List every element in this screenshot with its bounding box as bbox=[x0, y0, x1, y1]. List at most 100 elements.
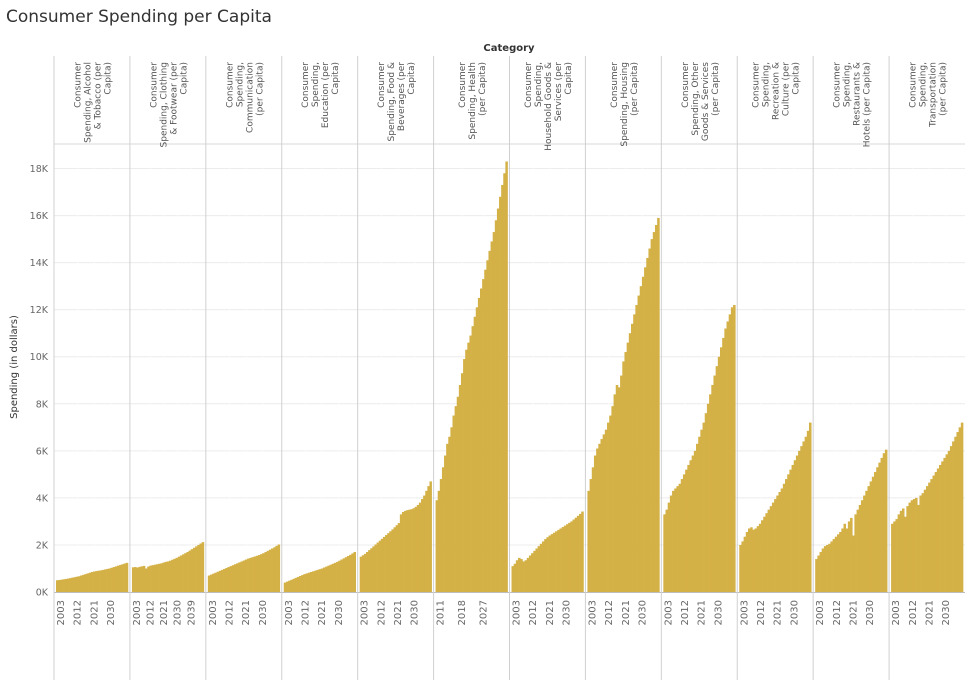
x-tick-label: 2011 bbox=[436, 600, 447, 625]
bar bbox=[834, 536, 838, 592]
x-tick-label: 2012 bbox=[73, 600, 84, 625]
bar bbox=[847, 521, 851, 592]
bar bbox=[184, 553, 187, 592]
bar bbox=[576, 515, 580, 592]
bar bbox=[406, 510, 409, 592]
bar bbox=[568, 522, 571, 592]
bar bbox=[201, 542, 205, 592]
panel-header-line: (per Capita) bbox=[711, 62, 721, 116]
bar bbox=[119, 564, 122, 592]
bar bbox=[930, 479, 933, 592]
bar bbox=[73, 577, 76, 592]
bar bbox=[520, 559, 523, 592]
panel-header-line: Spending, bbox=[843, 62, 853, 107]
bar bbox=[244, 559, 248, 592]
panel-header-line: Capita) bbox=[407, 62, 417, 95]
bar bbox=[546, 537, 549, 592]
bar bbox=[782, 483, 786, 592]
bar bbox=[798, 450, 801, 592]
bar bbox=[249, 557, 252, 592]
bar bbox=[277, 544, 281, 592]
bar bbox=[633, 314, 636, 592]
bar bbox=[131, 567, 135, 592]
x-tick-label: 2012 bbox=[225, 600, 236, 625]
x-tick-label: 2030 bbox=[562, 600, 573, 625]
bar bbox=[947, 450, 951, 592]
bar bbox=[158, 563, 161, 592]
bar bbox=[125, 562, 129, 592]
bar bbox=[75, 576, 79, 592]
bar bbox=[151, 565, 155, 592]
bar bbox=[473, 316, 477, 592]
bar bbox=[843, 523, 847, 592]
bar bbox=[414, 506, 418, 592]
bar bbox=[717, 356, 721, 592]
bar bbox=[225, 568, 228, 592]
bar bbox=[921, 493, 925, 592]
bar bbox=[372, 546, 375, 592]
panel-header-line: Spending, Health bbox=[468, 62, 478, 140]
bar bbox=[841, 528, 844, 592]
bar bbox=[387, 533, 390, 592]
bar bbox=[441, 467, 445, 592]
bar bbox=[917, 504, 920, 592]
bar bbox=[863, 495, 866, 592]
panel-header: Consumer Spending, Alcohol & Tobacco (per C… bbox=[73, 62, 113, 143]
bar bbox=[399, 514, 403, 592]
y-tick-label: 2K bbox=[36, 540, 49, 551]
bar bbox=[711, 384, 714, 592]
bar bbox=[429, 481, 432, 592]
bar bbox=[954, 436, 957, 592]
bar bbox=[591, 467, 595, 592]
x-tick-label: 2012 bbox=[680, 600, 691, 625]
bar bbox=[385, 535, 388, 592]
bar bbox=[830, 541, 833, 592]
bar bbox=[486, 260, 489, 592]
bar bbox=[739, 544, 742, 592]
bar bbox=[745, 532, 749, 592]
bar bbox=[285, 581, 289, 592]
bar bbox=[832, 539, 836, 592]
x-tick-label: 2021 bbox=[924, 600, 935, 625]
x-tick-label: 2039 bbox=[186, 600, 197, 625]
bar bbox=[421, 499, 424, 592]
bar bbox=[255, 555, 259, 592]
bar bbox=[494, 220, 498, 592]
bar bbox=[242, 560, 246, 592]
bar bbox=[624, 352, 627, 592]
x-tick-label: 2018 bbox=[457, 600, 468, 625]
bar bbox=[756, 526, 760, 592]
bar bbox=[448, 436, 451, 592]
bar bbox=[223, 568, 226, 592]
bar bbox=[565, 524, 569, 592]
bar bbox=[290, 579, 293, 592]
bar bbox=[676, 486, 679, 592]
bar bbox=[229, 566, 233, 592]
bar bbox=[685, 469, 688, 592]
bar bbox=[186, 552, 189, 592]
bar bbox=[216, 571, 220, 592]
bar bbox=[58, 580, 61, 592]
bar bbox=[333, 562, 337, 592]
y-axis-title: Spending (in dollars) bbox=[9, 315, 20, 419]
bar bbox=[210, 574, 213, 592]
bar bbox=[101, 569, 105, 592]
panel-header-line: Consumer bbox=[524, 62, 534, 108]
bar bbox=[179, 555, 183, 592]
bar bbox=[171, 559, 174, 592]
x-tick-label: 2030 bbox=[637, 600, 648, 625]
bar bbox=[499, 196, 502, 592]
bar bbox=[845, 528, 849, 592]
bar bbox=[865, 490, 868, 592]
bar bbox=[771, 502, 775, 592]
bar bbox=[190, 549, 194, 592]
bar bbox=[919, 495, 922, 592]
bar bbox=[108, 568, 111, 592]
bar bbox=[555, 531, 558, 592]
x-tick-label: 2003 bbox=[587, 600, 598, 625]
bar bbox=[579, 513, 582, 592]
bar bbox=[366, 552, 369, 592]
bar bbox=[741, 541, 744, 592]
bar bbox=[650, 239, 654, 593]
bar bbox=[804, 436, 808, 592]
